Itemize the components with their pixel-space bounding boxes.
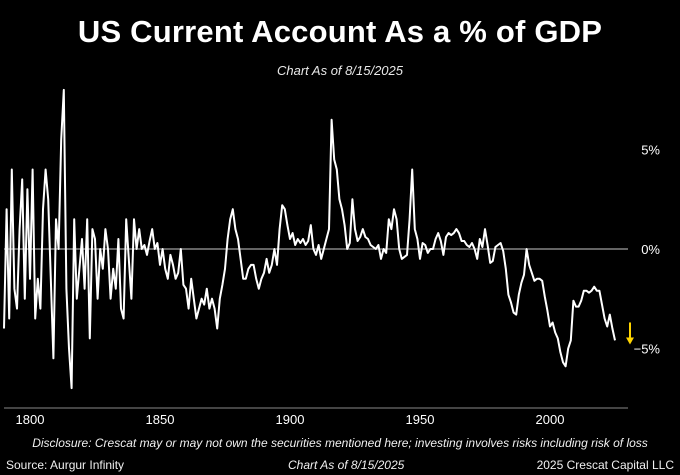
disclosure-text: Disclosure: Crescat may or may not own t… — [32, 436, 648, 450]
footer-date-text: Chart As of 8/15/2025 — [288, 458, 405, 472]
y-tick-label: −5% — [634, 341, 661, 356]
y-axis-ticks: 5% 0% −5% — [634, 143, 661, 357]
x-tick-label: 1950 — [406, 412, 435, 427]
x-tick-label: 1800 — [16, 412, 45, 427]
x-tick-label: 1900 — [276, 412, 305, 427]
arrow-head — [626, 337, 634, 345]
copyright-text: 2025 Crescat Capital LLC — [536, 458, 674, 472]
chart-title: US Current Account As a % of GDP — [77, 14, 603, 49]
y-tick-label: 0% — [641, 242, 660, 257]
down-arrow-annotation — [626, 322, 634, 345]
series-line — [3, 88, 616, 390]
y-tick-label: 5% — [641, 143, 660, 158]
chart-plot: 1800 1850 1900 1950 2000 5% 0% −5% — [3, 88, 661, 427]
x-axis-ticks: 1800 1850 1900 1950 2000 — [16, 412, 565, 427]
chart-subtitle: Chart As of 8/15/2025 — [277, 63, 403, 78]
x-tick-label: 1850 — [146, 412, 175, 427]
x-tick-label: 2000 — [536, 412, 565, 427]
source-text: Source: Aurgur Infinity — [6, 458, 125, 472]
